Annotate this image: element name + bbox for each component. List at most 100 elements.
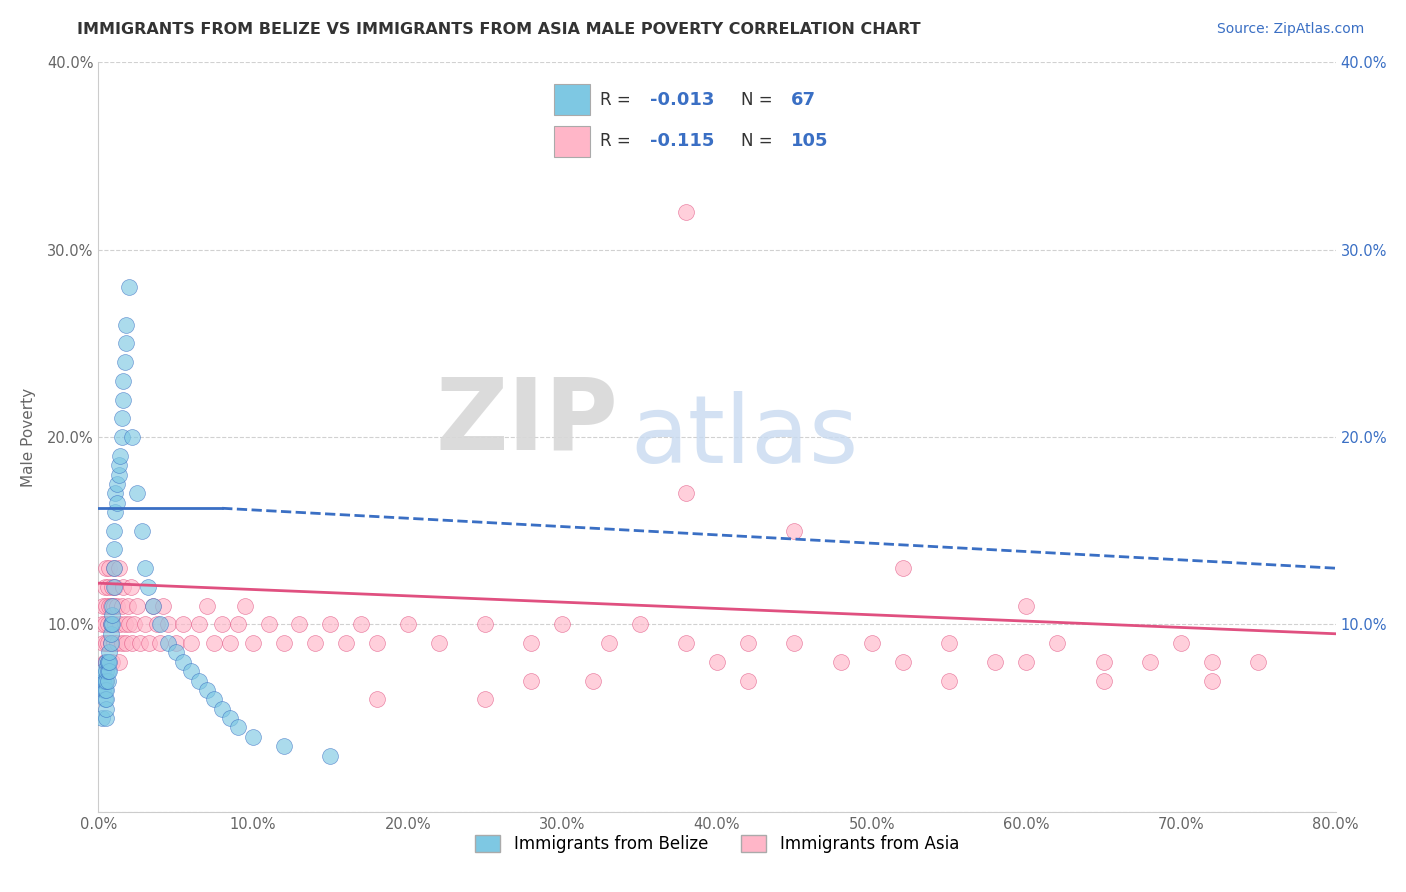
Legend: Immigrants from Belize, Immigrants from Asia: Immigrants from Belize, Immigrants from … bbox=[468, 828, 966, 860]
Immigrants from Asia bbox=[891, 655, 914, 669]
Immigrants from Belize bbox=[100, 636, 122, 650]
Immigrants from Asia bbox=[134, 617, 156, 632]
Immigrants from Belize bbox=[90, 711, 112, 725]
Immigrants from Belize bbox=[112, 374, 135, 388]
Immigrants from Asia bbox=[90, 617, 112, 632]
Immigrants from Asia bbox=[582, 673, 605, 688]
Immigrants from Belize bbox=[226, 721, 249, 735]
Immigrants from Asia bbox=[938, 636, 960, 650]
Immigrants from Belize bbox=[104, 486, 127, 500]
Immigrants from Asia bbox=[350, 617, 373, 632]
Immigrants from Asia bbox=[100, 636, 122, 650]
Immigrants from Asia bbox=[107, 561, 129, 575]
Immigrants from Asia bbox=[1247, 655, 1270, 669]
Immigrants from Belize bbox=[219, 711, 242, 725]
Immigrants from Asia bbox=[96, 636, 118, 650]
Immigrants from Asia bbox=[98, 561, 121, 575]
Immigrants from Asia bbox=[104, 580, 127, 594]
Immigrants from Belize bbox=[91, 664, 114, 679]
Immigrants from Belize bbox=[273, 739, 295, 753]
Immigrants from Asia bbox=[112, 580, 135, 594]
Immigrants from Belize bbox=[136, 580, 159, 594]
Immigrants from Asia bbox=[366, 692, 388, 706]
Immigrants from Asia bbox=[172, 617, 194, 632]
Immigrants from Asia bbox=[100, 599, 122, 613]
Immigrants from Asia bbox=[115, 636, 138, 650]
Immigrants from Asia bbox=[474, 617, 496, 632]
Immigrants from Asia bbox=[675, 636, 697, 650]
Immigrants from Belize bbox=[204, 692, 226, 706]
Immigrants from Belize bbox=[115, 318, 138, 332]
Immigrants from Asia bbox=[273, 636, 295, 650]
Immigrants from Asia bbox=[146, 617, 169, 632]
Immigrants from Asia bbox=[226, 617, 249, 632]
Immigrants from Belize bbox=[118, 280, 141, 294]
Immigrants from Belize bbox=[96, 673, 118, 688]
Immigrants from Belize bbox=[101, 617, 124, 632]
Immigrants from Asia bbox=[104, 617, 127, 632]
Immigrants from Asia bbox=[117, 599, 139, 613]
Immigrants from Belize bbox=[141, 599, 165, 613]
Immigrants from Asia bbox=[1092, 673, 1115, 688]
Immigrants from Belize bbox=[127, 486, 149, 500]
Immigrants from Asia bbox=[195, 599, 218, 613]
Immigrants from Asia bbox=[96, 599, 118, 613]
Immigrants from Belize bbox=[211, 701, 233, 715]
Immigrants from Belize bbox=[131, 524, 153, 538]
Immigrants from Belize bbox=[101, 608, 124, 623]
Immigrants from Belize bbox=[98, 655, 121, 669]
Immigrants from Asia bbox=[157, 617, 180, 632]
Immigrants from Asia bbox=[1046, 636, 1069, 650]
Immigrants from Asia bbox=[97, 636, 120, 650]
Immigrants from Belize bbox=[180, 664, 202, 679]
Immigrants from Asia bbox=[93, 655, 115, 669]
Immigrants from Belize bbox=[115, 336, 138, 351]
Y-axis label: Male Poverty: Male Poverty bbox=[21, 387, 35, 487]
Immigrants from Asia bbox=[783, 636, 806, 650]
Immigrants from Belize bbox=[91, 673, 114, 688]
Text: ZIP: ZIP bbox=[436, 374, 619, 471]
Immigrants from Belize bbox=[97, 655, 120, 669]
Immigrants from Belize bbox=[93, 673, 115, 688]
Immigrants from Asia bbox=[675, 486, 697, 500]
Immigrants from Belize bbox=[105, 496, 128, 510]
Immigrants from Belize bbox=[96, 701, 118, 715]
Immigrants from Belize bbox=[104, 505, 127, 519]
Immigrants from Asia bbox=[257, 617, 280, 632]
Immigrants from Belize bbox=[165, 646, 187, 660]
Immigrants from Asia bbox=[91, 599, 114, 613]
Immigrants from Belize bbox=[157, 636, 180, 650]
Immigrants from Asia bbox=[891, 561, 914, 575]
Immigrants from Asia bbox=[520, 673, 543, 688]
Immigrants from Asia bbox=[111, 636, 132, 650]
Immigrants from Asia bbox=[121, 636, 143, 650]
Immigrants from Asia bbox=[114, 617, 136, 632]
Immigrants from Asia bbox=[219, 636, 242, 650]
Immigrants from Asia bbox=[204, 636, 226, 650]
Immigrants from Belize bbox=[100, 626, 122, 640]
Immigrants from Belize bbox=[105, 476, 128, 491]
Immigrants from Asia bbox=[129, 636, 152, 650]
Immigrants from Asia bbox=[737, 673, 759, 688]
Immigrants from Asia bbox=[97, 580, 120, 594]
Immigrants from Asia bbox=[1139, 655, 1161, 669]
Immigrants from Asia bbox=[396, 617, 419, 632]
Immigrants from Asia bbox=[319, 617, 342, 632]
Immigrants from Asia bbox=[100, 617, 122, 632]
Immigrants from Asia bbox=[474, 692, 496, 706]
Immigrants from Asia bbox=[103, 636, 125, 650]
Immigrants from Asia bbox=[180, 636, 202, 650]
Immigrants from Belize bbox=[98, 664, 121, 679]
Immigrants from Asia bbox=[152, 599, 174, 613]
Immigrants from Asia bbox=[551, 617, 574, 632]
Immigrants from Asia bbox=[96, 673, 118, 688]
Immigrants from Belize bbox=[172, 655, 194, 669]
Immigrants from Asia bbox=[97, 617, 120, 632]
Immigrants from Asia bbox=[1201, 673, 1223, 688]
Immigrants from Asia bbox=[830, 655, 852, 669]
Immigrants from Asia bbox=[938, 673, 960, 688]
Immigrants from Asia bbox=[366, 636, 388, 650]
Immigrants from Belize bbox=[108, 449, 131, 463]
Immigrants from Asia bbox=[706, 655, 728, 669]
Text: atlas: atlas bbox=[630, 391, 859, 483]
